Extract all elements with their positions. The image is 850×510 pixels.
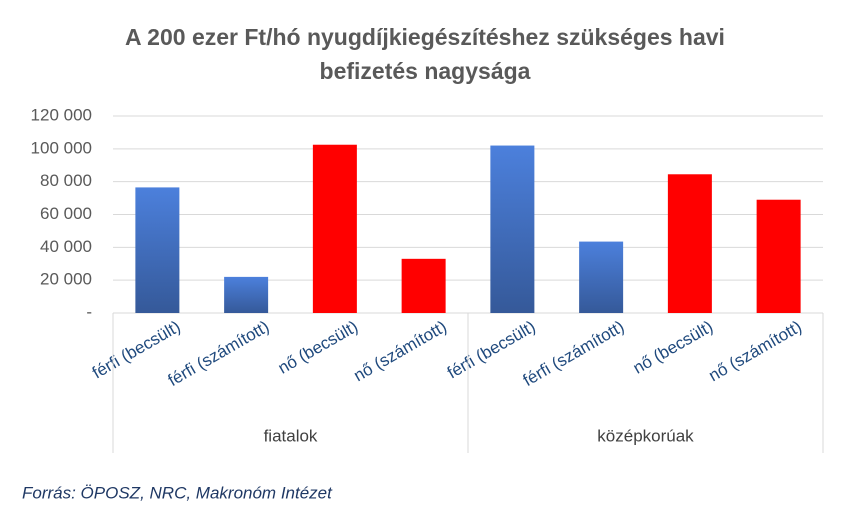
x-tick-label: nő (számított) [705, 317, 804, 385]
y-tick-label: 80 000 [40, 171, 92, 190]
bar [401, 258, 446, 313]
group-label: fiatalok [264, 426, 318, 445]
x-tick-label: nő (számított) [350, 317, 449, 385]
y-tick-label: 60 000 [40, 204, 92, 223]
x-tick-label: férfi (számított) [165, 317, 273, 390]
x-tick-label: nő (becsült) [275, 317, 361, 378]
y-tick-label: 20 000 [40, 270, 92, 289]
y-tick-label: 120 000 [31, 105, 92, 124]
bar [490, 145, 535, 313]
y-tick-label: 100 000 [31, 138, 92, 157]
source-note: Forrás: ÖPOSZ, NRC, Makronóm Intézet [22, 483, 333, 502]
y-tick-label: - [86, 302, 92, 321]
bar [312, 144, 357, 313]
y-tick-label: 40 000 [40, 237, 92, 256]
bar [756, 199, 801, 313]
bar [135, 187, 180, 313]
chart-title: A 200 ezer Ft/hó nyugdíjkiegészítéshez s… [125, 24, 725, 84]
x-tick-label: férfi (számított) [520, 317, 628, 390]
bar [579, 241, 624, 313]
group-label: középkorúak [597, 426, 694, 445]
bar [224, 276, 269, 313]
bar [667, 174, 712, 313]
x-tick-label: nő (becsült) [630, 317, 716, 378]
